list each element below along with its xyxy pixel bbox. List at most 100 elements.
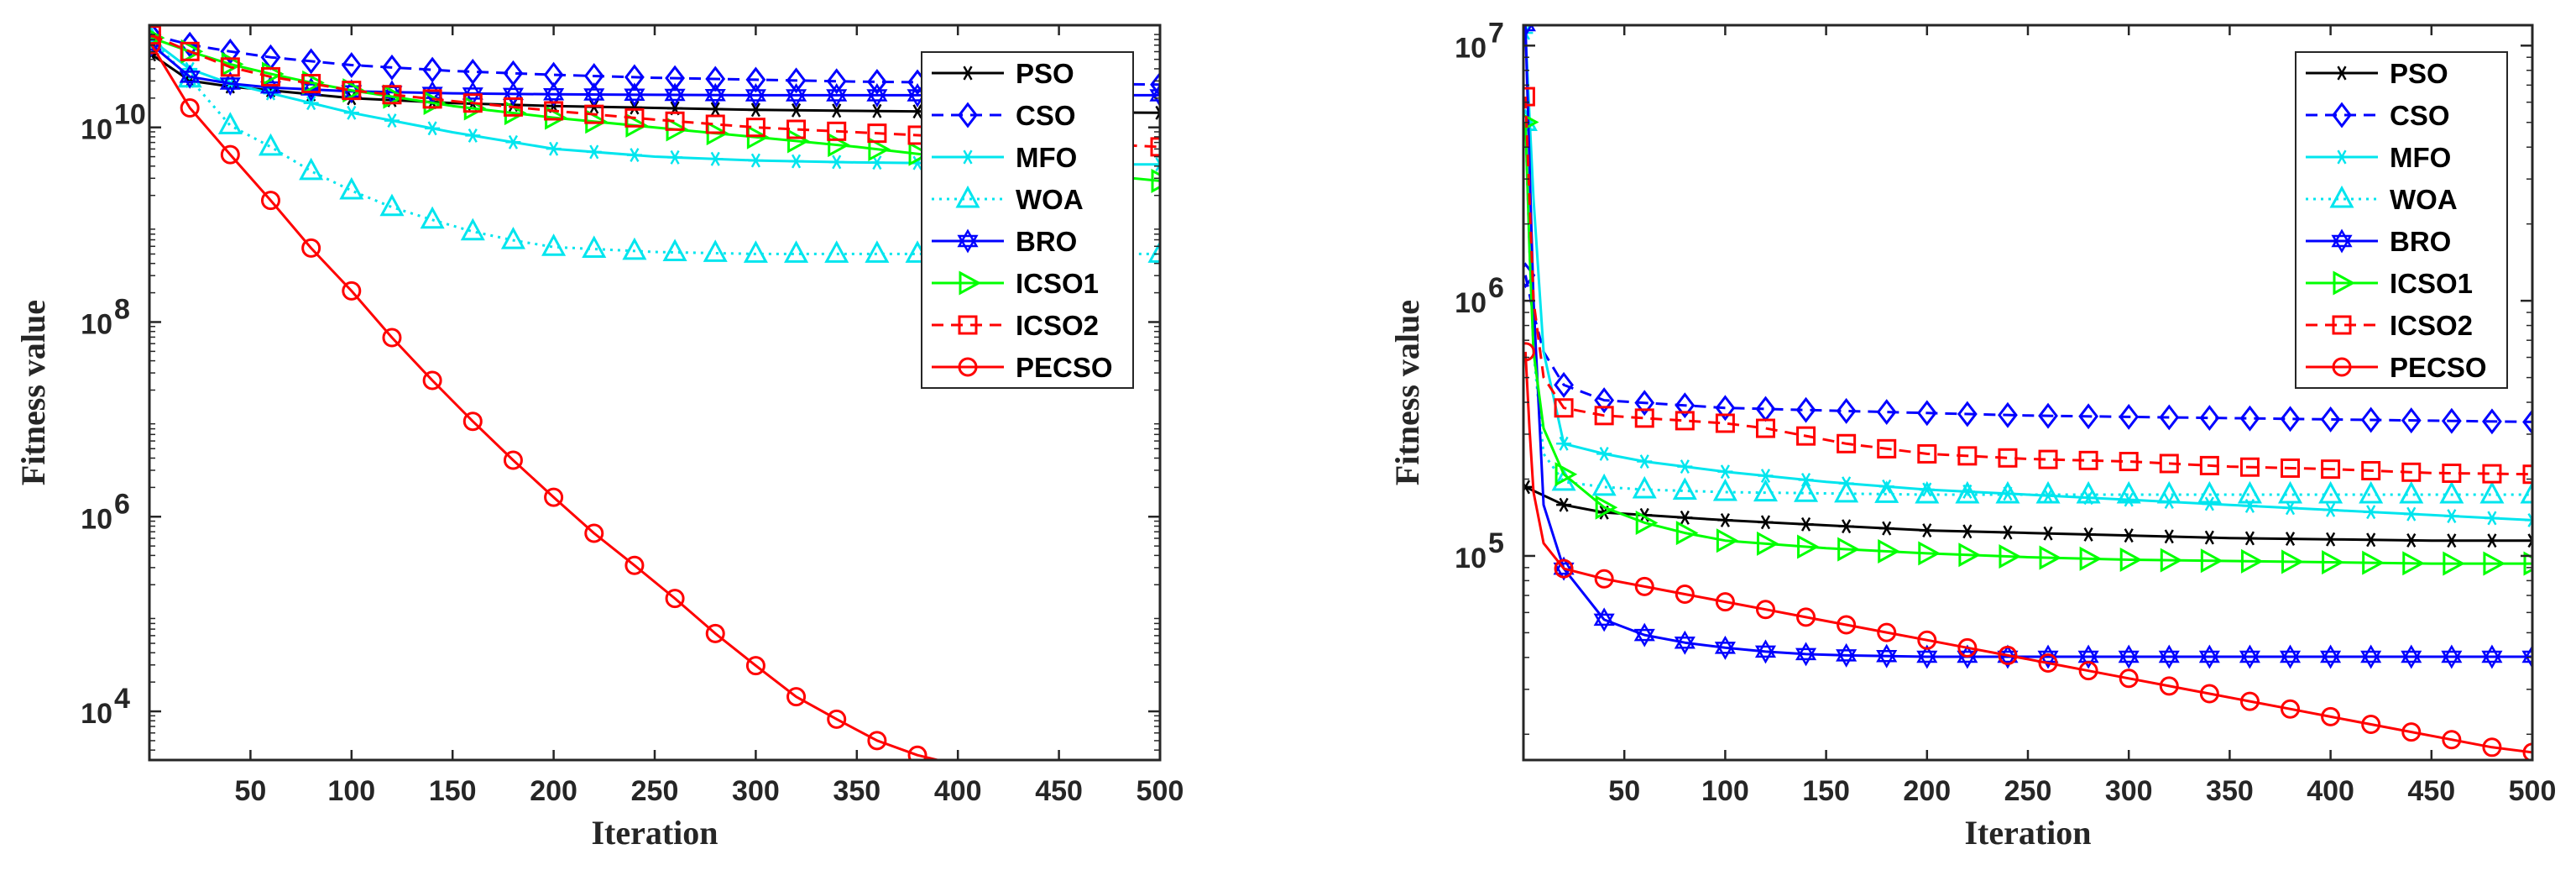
data-point [1594, 387, 1615, 414]
data-point [2279, 644, 2302, 669]
data-point [1715, 592, 1735, 612]
x-tick-label: 250 [2004, 775, 2052, 807]
data-point [1554, 398, 1574, 418]
x-tick-label: 350 [2206, 775, 2254, 807]
data-point [827, 709, 847, 729]
data-point [2119, 668, 2139, 689]
data-point [703, 239, 728, 262]
data-point [624, 555, 645, 575]
data-point [2200, 548, 2223, 574]
y-tick-label: 10 [81, 698, 112, 730]
data-point [1553, 556, 1575, 581]
data-point [1754, 639, 1777, 664]
data-point [2362, 550, 2385, 575]
data-point [460, 218, 485, 241]
data-point [1675, 411, 1695, 431]
x-axis-title: Iteration [591, 814, 718, 852]
data-point [786, 82, 807, 107]
y-tick-label: 10 [1455, 32, 1487, 64]
data-point [1836, 397, 1857, 424]
data-point [826, 82, 848, 107]
data-point [342, 81, 362, 101]
data-point [1919, 523, 1935, 538]
data-point [2482, 408, 2502, 435]
y-tick-exponent: 5 [1488, 527, 1504, 559]
data-point [784, 240, 809, 263]
legend-marker [2332, 102, 2352, 128]
data-point [907, 745, 927, 760]
data-point [179, 64, 201, 89]
x-tick-label: 350 [833, 775, 880, 807]
data-point [1758, 515, 1774, 530]
legend-entry-mfo: MFO [2306, 142, 2451, 173]
data-point [1632, 475, 1657, 499]
data-point [382, 54, 402, 81]
data-point [2197, 480, 2222, 504]
legend-entry-icso2: ICSO2 [932, 310, 1099, 341]
data-point [217, 112, 243, 134]
data-point [2360, 406, 2381, 433]
data-point [786, 67, 807, 94]
data-point [379, 193, 405, 217]
data-point [908, 141, 932, 166]
data-point [1635, 510, 1659, 535]
data-point [1675, 585, 1695, 605]
data-point [2361, 714, 2381, 734]
legend-marker [2332, 357, 2352, 377]
series-line-woa [1523, 122, 2532, 496]
data-point [1957, 637, 1978, 658]
series-markers-pecso [149, 34, 927, 760]
data-point [1554, 558, 1574, 579]
data-point [624, 82, 645, 107]
data-point [2242, 531, 2258, 546]
data-point [1838, 519, 1854, 534]
y-tick-label: 10 [81, 503, 112, 535]
data-point [2403, 506, 2419, 522]
data-point [2401, 462, 2422, 482]
data-point [2318, 480, 2343, 504]
data-point [2481, 644, 2503, 669]
data-point [583, 82, 605, 107]
data-point [2282, 532, 2298, 547]
data-point [462, 93, 483, 113]
y-tick-label: 10 [1455, 287, 1487, 319]
x-tick-label: 400 [2307, 775, 2354, 807]
legend-marker [2329, 185, 2354, 208]
data-point [1958, 543, 1982, 568]
data-point [1837, 537, 1860, 562]
data-point [665, 111, 685, 131]
data-point [828, 155, 844, 170]
data-point [2403, 532, 2419, 548]
data-point [180, 41, 200, 61]
data-point [1753, 479, 1779, 502]
data-point [1634, 408, 1654, 428]
data-point [2078, 661, 2098, 681]
series-line-pecso [150, 44, 943, 760]
data-point [2442, 464, 2462, 484]
data-point [300, 48, 321, 75]
data-point [2441, 644, 2463, 669]
data-point [1634, 576, 1654, 596]
data-point [866, 68, 887, 95]
data-point [1675, 521, 1699, 546]
data-point [1593, 607, 1615, 632]
data-point [2277, 480, 2303, 504]
legend-marker [958, 315, 978, 335]
x-tick-label: 200 [1903, 775, 1951, 807]
data-point [1915, 480, 1940, 504]
data-point [260, 66, 280, 87]
data-point [2482, 737, 2502, 758]
data-point [546, 141, 562, 156]
data-point [1999, 525, 2015, 540]
data-point [746, 124, 770, 149]
data-point [2522, 464, 2532, 485]
series-line-bro [1523, 25, 2532, 658]
data-point [1596, 446, 1612, 461]
data-point [2479, 480, 2505, 504]
data-point [2442, 730, 2462, 750]
data-point [543, 81, 565, 107]
data-point [1837, 433, 1857, 453]
data-point [2119, 403, 2140, 430]
data-point [1796, 607, 1816, 627]
y-tick-exponent: 7 [1488, 17, 1504, 49]
